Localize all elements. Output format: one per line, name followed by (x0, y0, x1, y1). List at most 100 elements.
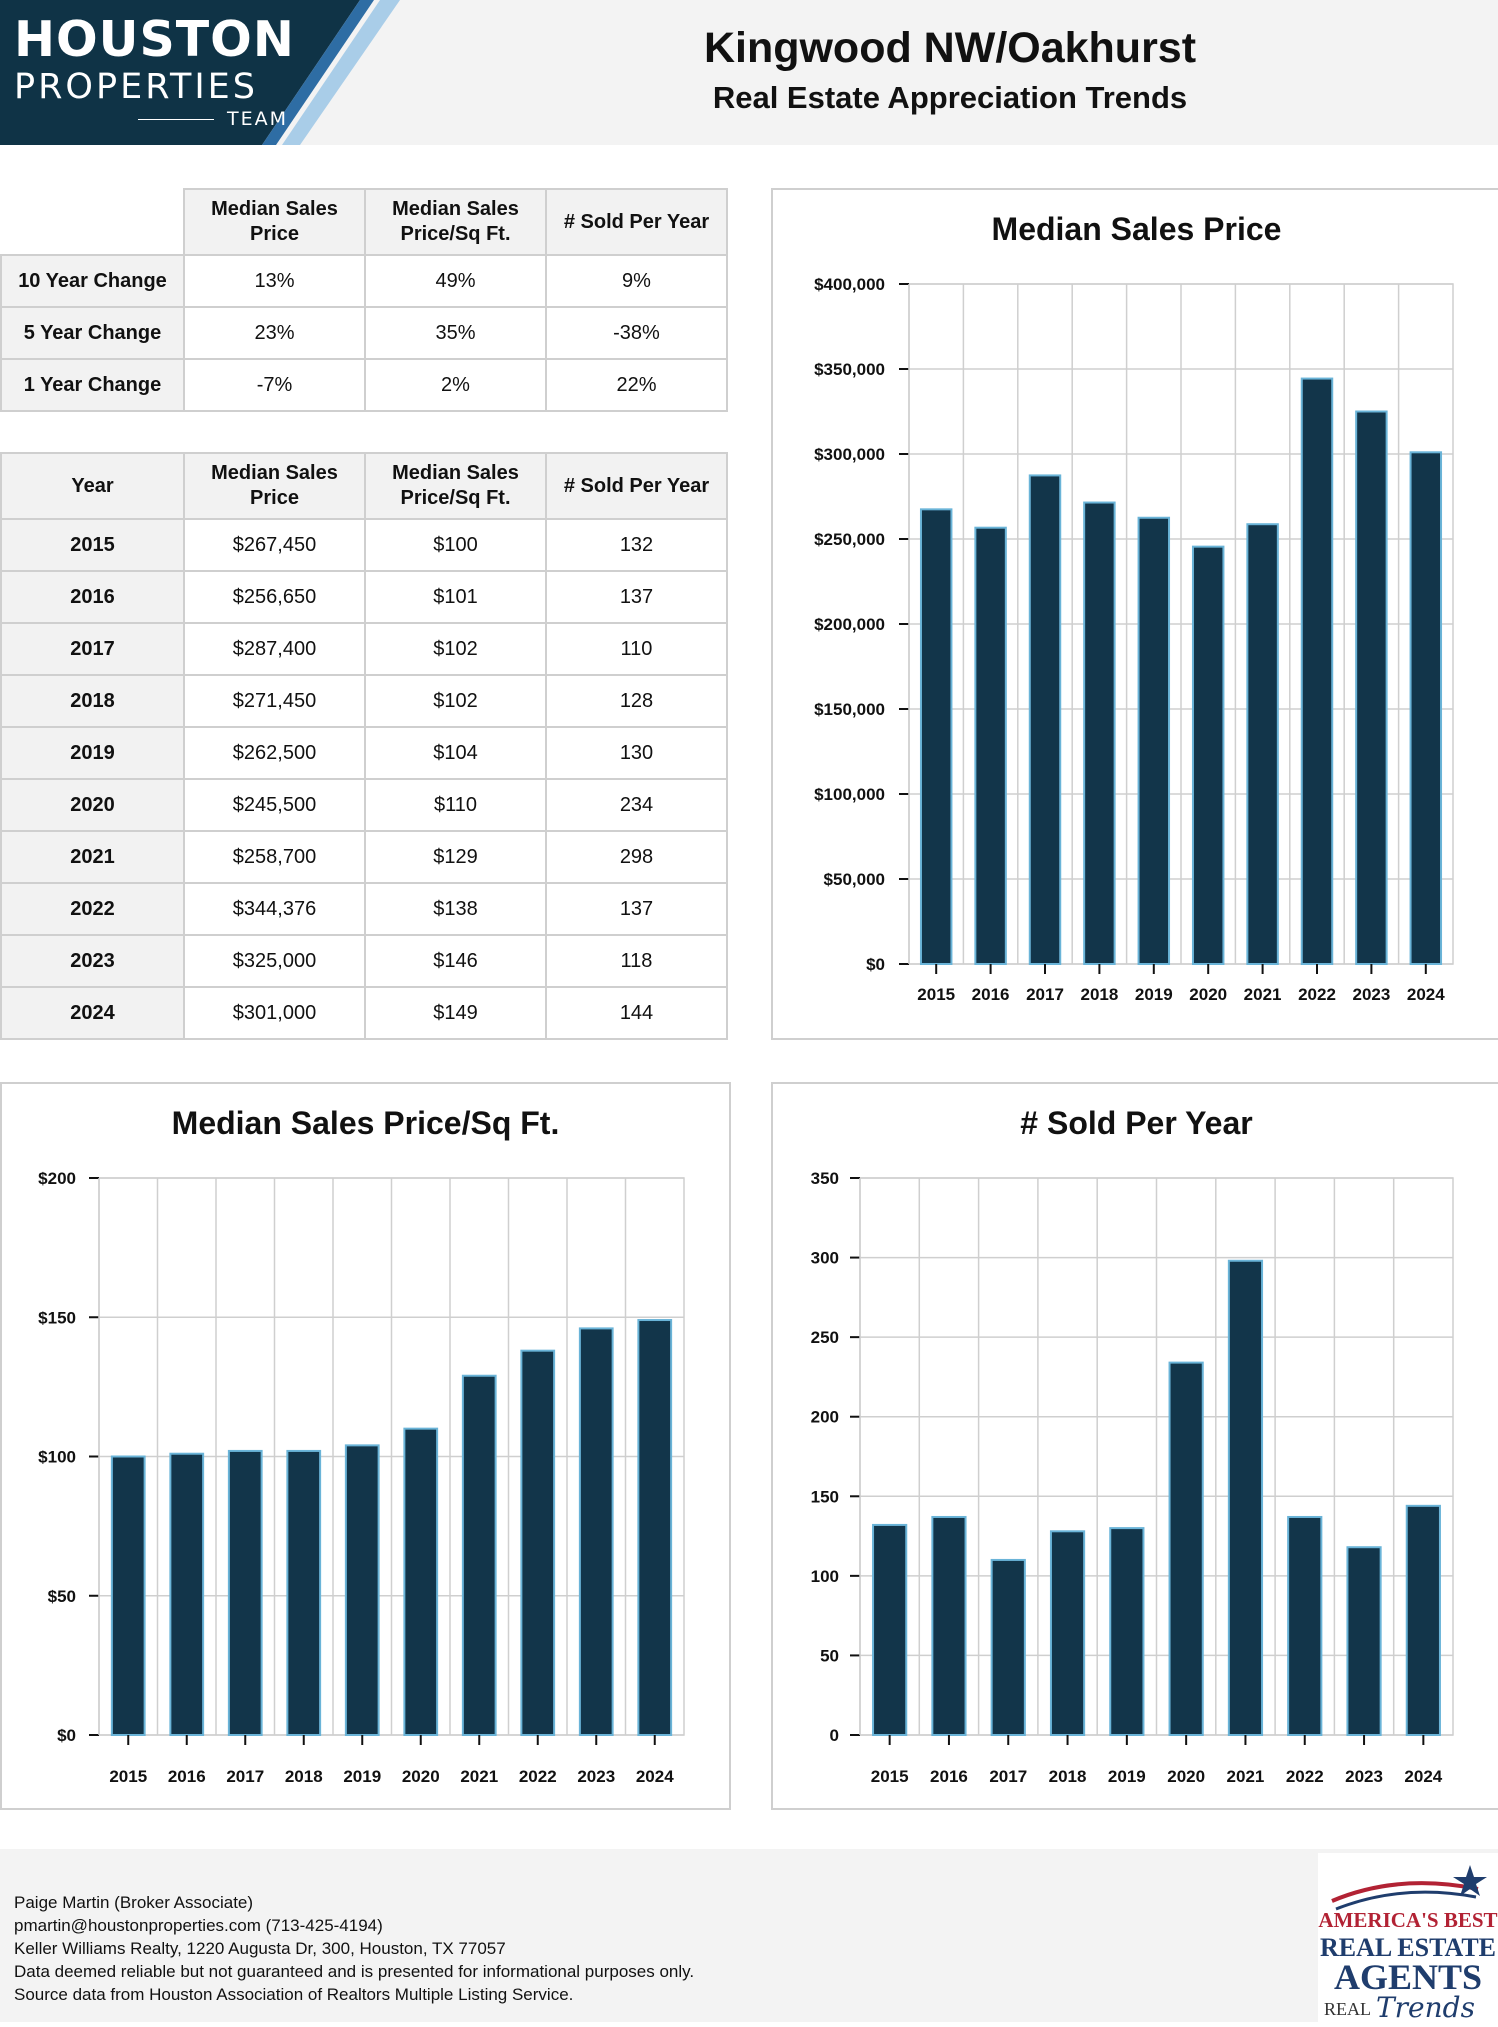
x-tick-label: 2017 (989, 1767, 1027, 1786)
column-header: Year (0, 452, 185, 520)
bar (974, 526, 1007, 965)
row-header: 2017 (0, 622, 185, 676)
table-cell: 234 (545, 778, 728, 832)
x-tick-label: 2015 (109, 1767, 147, 1786)
row-header: 2018 (0, 674, 185, 728)
row-header: 2015 (0, 518, 185, 572)
y-tick-label: 200 (811, 1408, 839, 1427)
sold-per-year-chart: # Sold Per Year 0 50 100 150 200 250 300 350 2015… (771, 1082, 1498, 1810)
x-tick-label: 2017 (226, 1767, 264, 1786)
logo-word-team: TEAM (226, 108, 288, 130)
table-header-row: Median Sales Price Median Sales Price/Sq… (1, 188, 728, 256)
table-row: 2020 $245,500 $110 234 (0, 778, 728, 832)
x-tick-label: 2018 (285, 1767, 323, 1786)
star-icon (1453, 1865, 1487, 1896)
x-tick-label: 2015 (871, 1767, 909, 1786)
disclaimer: Data deemed reliable but not guaranteed … (14, 1962, 695, 1981)
y-tick-label: 50 (820, 1646, 839, 1665)
table-cell: $102 (364, 674, 547, 728)
x-tick-label: 2023 (577, 1767, 615, 1786)
houston-properties-logo[interactable]: HOUSTON PROPERTIES TEAM (0, 0, 400, 145)
bar (1246, 523, 1279, 965)
data-source: Source data from Houston Association of … (14, 1985, 574, 2004)
table-cell: $149 (364, 986, 547, 1040)
bar (1346, 1546, 1382, 1736)
table-cell: $104 (364, 726, 547, 780)
bar (1137, 516, 1171, 965)
badge-swoosh (1335, 1890, 1477, 1911)
bar (227, 1449, 263, 1736)
bar (990, 1558, 1026, 1737)
column-header: Median Sales Price (183, 452, 366, 520)
chart-title: Median Sales Price (992, 211, 1282, 247)
change-summary-table: Median Sales Price Median Sales Price/Sq… (0, 188, 728, 412)
page-header: HOUSTON PROPERTIES TEAM Kingwood NW/Oakh… (0, 0, 1498, 145)
table-cell: 35% (364, 306, 547, 360)
logo-word-houston: HOUSTON (14, 11, 295, 68)
bar (1300, 377, 1334, 966)
y-tick-label: $150,000 (814, 700, 885, 719)
badge-line5: Trends (1376, 1991, 1475, 2022)
table-cell: 23% (183, 306, 366, 360)
table-cell: 22% (545, 358, 728, 412)
row-header: 2016 (0, 570, 185, 624)
agent-contact[interactable]: pmartin@houstonproperties.com (713-425-4… (14, 1916, 383, 1935)
table-row: 2015 $267,450 $100 132 (0, 518, 728, 572)
table-row: 10 Year Change 13% 49% 9% (0, 254, 728, 308)
table-cell: 137 (545, 882, 728, 936)
y-tick-label: 350 (811, 1169, 839, 1188)
table-cell: 13% (183, 254, 366, 308)
table-cell: $100 (364, 518, 547, 572)
table-cell: $271,450 (183, 674, 366, 728)
table-row: 2022 $344,376 $138 137 (0, 882, 728, 936)
x-tick-label: 2016 (972, 985, 1010, 1004)
table-cell: 128 (545, 674, 728, 728)
x-tick-label: 2023 (1352, 985, 1390, 1004)
y-tick-label: $200,000 (814, 615, 885, 634)
x-tick-label: 2020 (1189, 985, 1227, 1004)
table-cell: $267,450 (183, 518, 366, 572)
x-tick-label: 2017 (1026, 985, 1064, 1004)
table-cell: $146 (364, 934, 547, 988)
sold-per-year-chart-svg: # Sold Per Year 0 50 100 150 200 250 300 350 2015… (811, 1105, 1454, 1786)
x-tick-label: 2019 (1108, 1767, 1146, 1786)
table-cell: $325,000 (183, 934, 366, 988)
bar (1109, 1527, 1145, 1736)
page-footer: Paige Martin (Broker Associate) pmartin@… (0, 1849, 1498, 2022)
table-cell: $138 (364, 882, 547, 936)
table-row: 2024 $301,000 $149 144 (0, 986, 728, 1040)
americas-best-agents-badge: AMERICA'S BEST REAL ESTATE AGENTS REAL T… (1318, 1853, 1498, 2024)
bar (1191, 545, 1225, 965)
median-sales-price-chart: Median Sales Price $0 $50,000 $100,000 $150,… (771, 188, 1498, 1040)
bar (1405, 1504, 1441, 1736)
x-tick-label: 2019 (1135, 985, 1173, 1004)
y-tick-label: $100 (38, 1448, 76, 1467)
table-cell: 118 (545, 934, 728, 988)
x-tick-label: 2022 (519, 1767, 557, 1786)
table-cell: -7% (183, 358, 366, 412)
table-row: 2017 $287,400 $102 110 (0, 622, 728, 676)
table-row: 2019 $262,500 $104 130 (0, 726, 728, 780)
row-header: 10 Year Change (0, 254, 185, 308)
y-tick-label: $100,000 (814, 785, 885, 804)
x-tick-label: 2024 (636, 1767, 674, 1786)
page-subtitle: Real Estate Appreciation Trends (712, 80, 1188, 115)
table-corner-cell (1, 189, 185, 256)
x-tick-label: 2018 (1049, 1767, 1087, 1786)
table-cell: -38% (545, 306, 728, 360)
agent-contact-info: Paige Martin (Broker Associate) pmartin@… (14, 1891, 694, 2006)
x-tick-label: 2022 (1286, 1767, 1324, 1786)
x-tick-label: 2020 (1167, 1767, 1205, 1786)
table-row: 2023 $325,000 $146 118 (0, 934, 728, 988)
table-row: 1 Year Change -7% 2% 22% (0, 358, 728, 412)
x-tick-label: 2024 (1404, 1767, 1442, 1786)
chart-title: # Sold Per Year (1020, 1105, 1252, 1141)
badge-line2: REAL ESTATE (1320, 1933, 1496, 1962)
x-tick-label: 2021 (1227, 1767, 1265, 1786)
table-cell: $262,500 (183, 726, 366, 780)
bar (1287, 1515, 1323, 1736)
x-tick-label: 2019 (343, 1767, 381, 1786)
table-cell: 132 (545, 518, 728, 572)
median-sales-price-chart-svg: Median Sales Price $0 $50,000 $100,000 $150,… (814, 211, 1454, 1004)
badge-line4: REAL (1324, 1999, 1371, 2019)
